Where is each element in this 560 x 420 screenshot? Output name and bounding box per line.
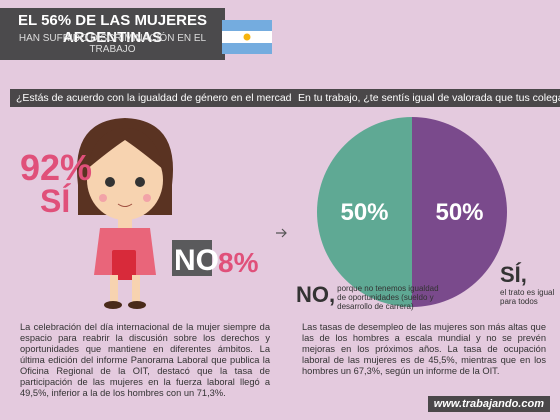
right-question: En tu trabajo, ¿te sentís igual de valor… — [292, 89, 560, 107]
argentina-flag — [222, 20, 272, 54]
no-percent: 8% — [218, 247, 259, 278]
subtitle: HAN SUFRIDO DISCRIMINACIÓN EN EL TRABAJO — [18, 33, 207, 55]
footer-site[interactable]: www.trabajando.com — [427, 396, 550, 412]
pie-slice — [412, 117, 507, 307]
no-answer-note: porque no tenemos igualdad de oportunida… — [337, 284, 439, 311]
pie-slice — [317, 117, 412, 307]
title-banner — [0, 8, 225, 60]
pie-chart: 50% 50% — [317, 117, 507, 307]
yes-percent: 92% — [20, 147, 92, 188]
yes-answer: SÍ, el trato es igual para todos — [500, 262, 555, 306]
title: EL 56% DE LAS MUJERES ARGENTINAS — [18, 12, 207, 46]
no-answer-label: NO, — [296, 282, 336, 307]
slice-label: 50% — [340, 199, 388, 226]
arrow — [276, 228, 287, 238]
right-paragraph: Las tasas de desempleo de las mujeres so… — [302, 322, 546, 376]
left-question: ¿Estás de acuerdo con la igualdad de gén… — [10, 89, 344, 107]
left-paragraph: La celebración del día internacional de … — [20, 322, 270, 398]
yes-answer-label: SÍ, — [500, 262, 527, 287]
no-label: NO — [174, 244, 219, 277]
yes-answer-note: el trato es igual para todos — [500, 288, 555, 306]
slice-label: 50% — [435, 199, 483, 226]
no-answer: NO, porque no tenemos igualdad de oportu… — [296, 282, 446, 311]
yes-label: SÍ — [40, 183, 71, 219]
no-box — [172, 240, 212, 276]
girl-illustration — [76, 118, 174, 309]
